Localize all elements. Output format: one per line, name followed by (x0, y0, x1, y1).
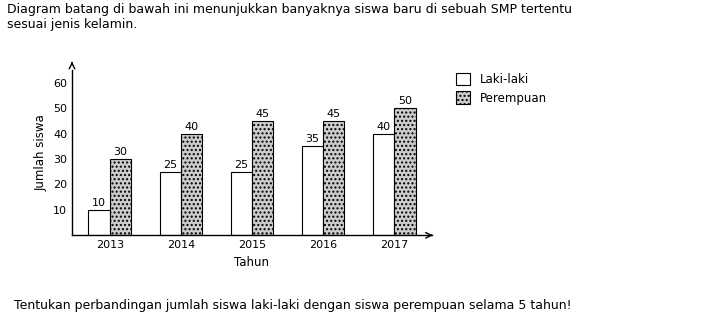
Text: 45: 45 (256, 109, 270, 119)
Bar (181, 134, 202, 235)
X-axis label: Tahun: Tahun (235, 256, 269, 269)
Text: 45: 45 (327, 109, 341, 119)
Bar (89, 210, 109, 235)
Text: Diagram batang di bawah ini menunjukkan banyaknya siswa baru di sebuah SMP terte: Diagram batang di bawah ini menunjukkan … (7, 3, 572, 31)
Text: 50: 50 (398, 96, 412, 106)
Bar (323, 121, 344, 235)
Text: 40: 40 (377, 121, 391, 132)
Bar (109, 159, 131, 235)
Bar (302, 146, 323, 235)
Text: Tentukan perbandingan jumlah siswa laki-laki dengan siswa perempuan selama 5 tah: Tentukan perbandingan jumlah siswa laki-… (14, 299, 572, 312)
Bar (373, 134, 395, 235)
Text: 25: 25 (163, 160, 177, 170)
Text: 35: 35 (305, 134, 320, 144)
Bar (230, 172, 252, 235)
Text: 25: 25 (234, 160, 248, 170)
Bar (395, 108, 415, 235)
Text: 40: 40 (184, 121, 199, 132)
Y-axis label: Jumlah siswa: Jumlah siswa (35, 114, 48, 191)
Bar (160, 172, 181, 235)
Bar (252, 121, 274, 235)
Text: 10: 10 (92, 198, 106, 208)
Legend: Laki-laki, Perempuan: Laki-laki, Perempuan (456, 73, 546, 105)
Text: 30: 30 (113, 147, 127, 157)
